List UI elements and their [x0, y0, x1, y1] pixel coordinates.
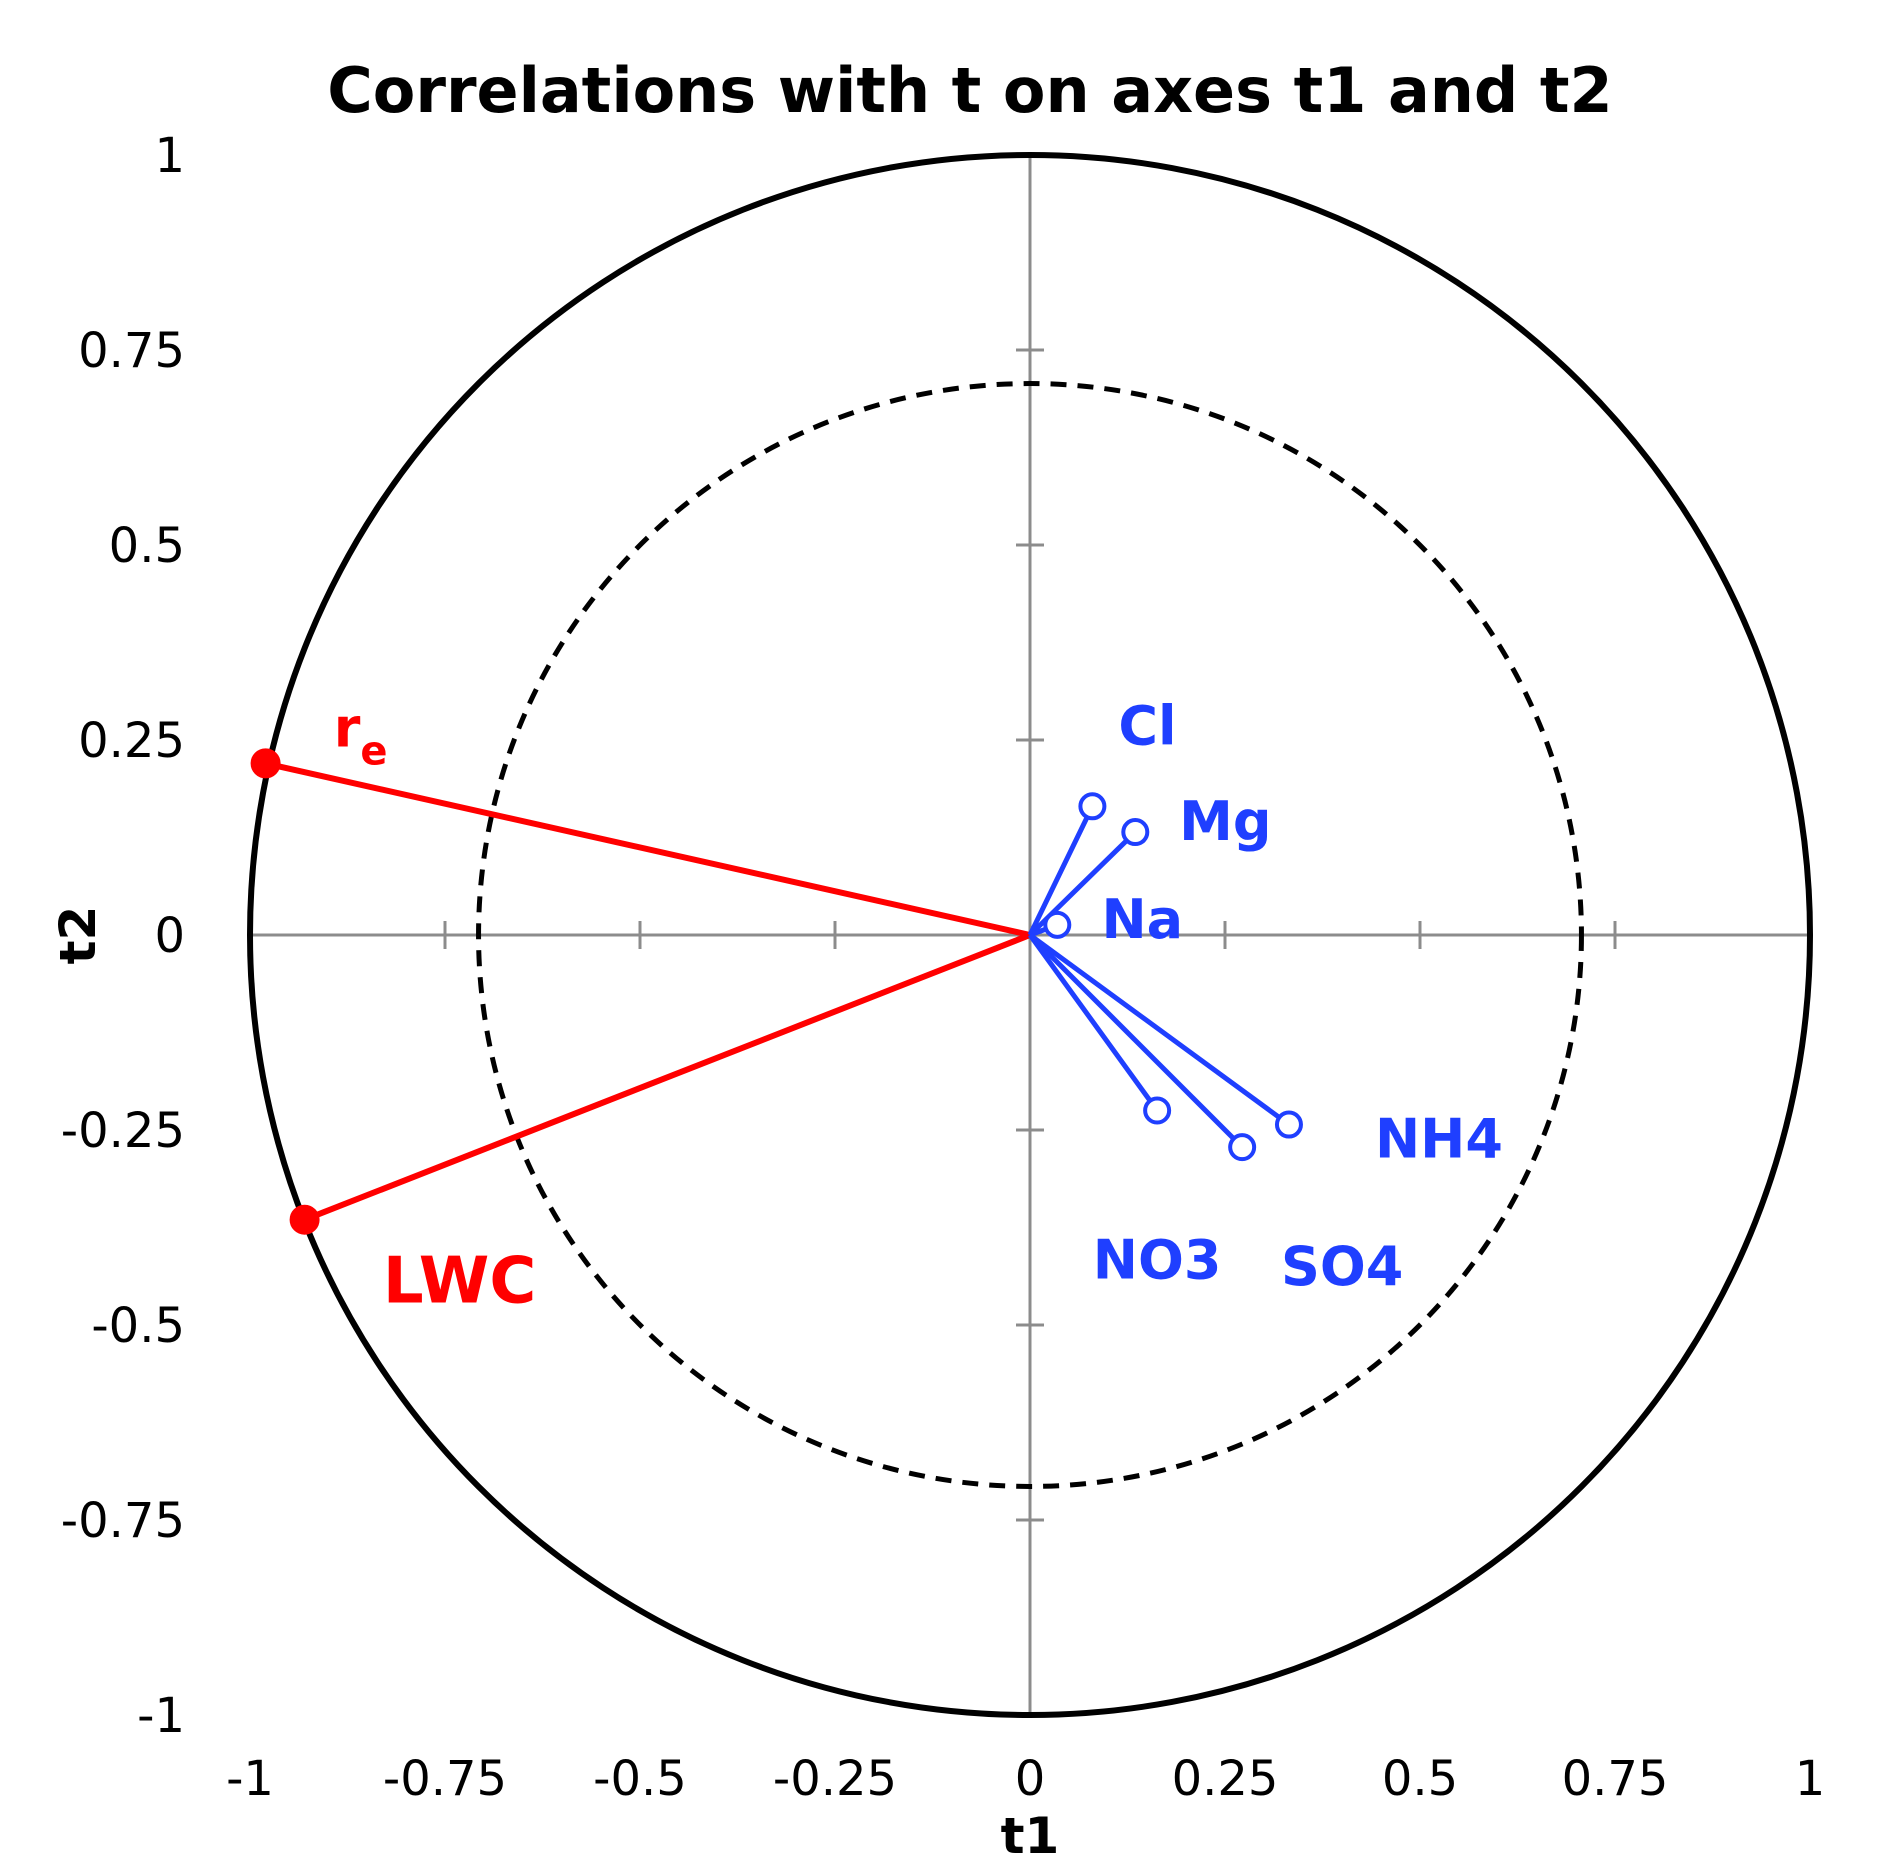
y-axis-label: t2	[49, 906, 107, 965]
x-tick-label: 0	[1015, 1751, 1046, 1807]
y-tick-label: 1	[154, 128, 185, 184]
x-tick-label: 0.75	[1562, 1751, 1669, 1807]
y-tick-label: -0.25	[61, 1103, 185, 1159]
y-tick-label: -0.75	[61, 1493, 185, 1549]
point-no3	[1143, 1096, 1172, 1125]
point-label-re: re	[334, 696, 388, 774]
x-axis-label: t1	[1001, 1807, 1060, 1865]
unit-circle	[247, 152, 1813, 1718]
x-tick-label: -0.75	[383, 1751, 507, 1807]
point-label-cl: Cl	[1118, 694, 1176, 757]
point-label-no3: NO3	[1093, 1229, 1222, 1292]
inner-circle-dashed	[476, 381, 1584, 1489]
point-label-mg: Mg	[1179, 790, 1271, 853]
point-label-nh4: NH4	[1375, 1108, 1503, 1171]
vector-line-so4	[1028, 933, 1244, 1149]
vector-line-re	[264, 760, 1031, 938]
point-re	[250, 748, 281, 779]
y-tick-label: -1	[137, 1688, 185, 1744]
vector-line-cl	[1027, 805, 1095, 937]
y-tick-label: 0	[154, 908, 185, 964]
y-tick-label: 0.5	[109, 518, 185, 574]
point-na	[1043, 910, 1072, 939]
point-so4	[1228, 1133, 1257, 1162]
vector-line-nh4	[1028, 932, 1291, 1127]
point-label-na: Na	[1101, 888, 1183, 951]
x-tick-label: 0.25	[1172, 1751, 1279, 1807]
point-label-lwc: LWC	[383, 1245, 536, 1319]
x-tick-label: -0.25	[773, 1751, 897, 1807]
point-cl	[1078, 792, 1107, 821]
x-tick-label: -1	[226, 1751, 274, 1807]
x-tick-label: 0.5	[1382, 1751, 1458, 1807]
y-tick-label: -0.5	[91, 1298, 185, 1354]
plot-area: -1 -0.75 -0.5 -0.25 0 0.25 0.5 0.75 1 1 0.75 0.5 0.2…	[61, 128, 1825, 1807]
y-tick-label: 0.75	[78, 323, 185, 379]
vector-line-lwc	[303, 932, 1032, 1223]
x-tick-label: 1	[1795, 1751, 1826, 1807]
vector-line-no3	[1027, 933, 1160, 1112]
point-mg	[1121, 818, 1150, 847]
y-tick-label: 0.25	[78, 713, 185, 769]
point-lwc	[289, 1204, 320, 1235]
point-nh4	[1274, 1110, 1303, 1139]
x-tick-label: -0.5	[593, 1751, 687, 1807]
chart-title: Correlations with t on axes t1 and t2	[327, 54, 1612, 127]
point-label-so4: SO4	[1281, 1235, 1403, 1298]
